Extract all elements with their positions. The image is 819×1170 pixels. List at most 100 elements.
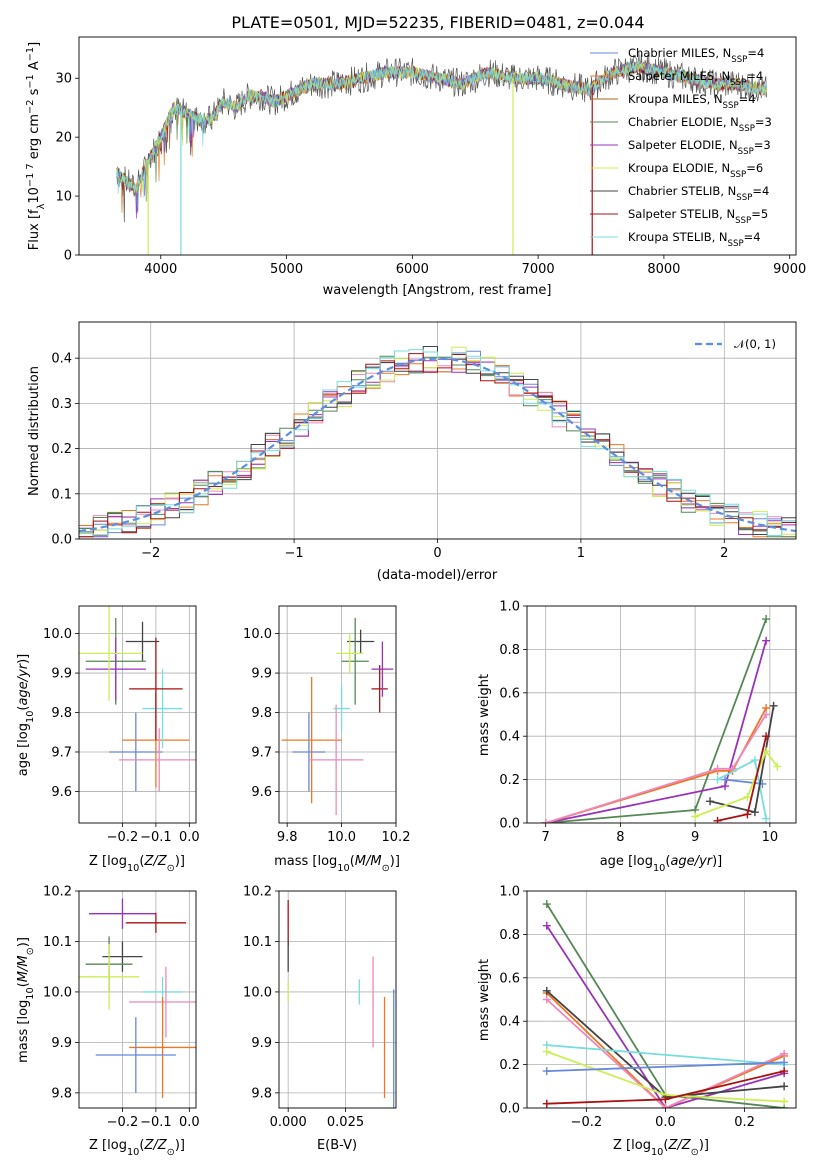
y-tick-label: 9.6: [251, 785, 272, 800]
plot-area: [79, 322, 796, 539]
weight-marker: [750, 808, 759, 817]
y-tick-label: 0.4: [51, 352, 72, 367]
legend-label: Chabrier ELODIE, NSSP=3: [628, 115, 772, 134]
y-tick-label: 9.9: [51, 667, 72, 682]
plot-area: [527, 891, 796, 1108]
y-axis-label: mass weight: [477, 674, 492, 756]
weight-marker: [542, 995, 551, 1004]
y-axis-label: Normed distribution: [27, 366, 42, 496]
histogram-step: [79, 349, 796, 537]
weight-line: [546, 925, 785, 1108]
y-tick-label: 0.0: [499, 817, 520, 832]
y-tick-label: 0: [64, 249, 72, 264]
x-axis-label: Z [log10(Z/Z⊙)]: [613, 1138, 709, 1158]
y-tick-label: 10.1: [243, 935, 272, 950]
x-tick-label: 0.2: [734, 1115, 755, 1130]
weight-marker: [542, 900, 551, 909]
weight-marker: [780, 1067, 789, 1076]
x-axis-label: Z [log10(Z/Z⊙)]: [89, 854, 185, 874]
x-tick-label: 10: [762, 830, 779, 845]
weight-marker: [713, 764, 722, 773]
weight-marker: [542, 986, 551, 995]
axes-frame: [526, 890, 797, 1109]
y-tick-label: 0.0: [51, 533, 72, 548]
x-tick-label: 2: [720, 546, 728, 561]
axes-frame: [78, 36, 797, 256]
y-axis-label: Flux [fλ10−1 7 erg cm−2 s−1 A−1]: [25, 42, 47, 250]
weight-marker: [780, 1058, 789, 1067]
legend-label: Kroupa MILES, NSSP=4: [628, 92, 756, 111]
y-tick-label: 20: [55, 131, 72, 146]
weight-line: [545, 714, 767, 823]
y-tick-label: 0.2: [499, 773, 520, 788]
y-tick-label: 10.2: [43, 885, 72, 900]
plot-area: [79, 891, 196, 1108]
weight-line: [546, 998, 785, 1108]
weight-marker: [542, 1067, 551, 1076]
y-tick-label: 9.8: [51, 1086, 72, 1101]
x-tick-label: 5000: [270, 262, 303, 277]
x-axis-label: mass [log10(M/M⊙)]: [274, 854, 400, 874]
y-tick-label: 30: [55, 72, 72, 87]
plot-area: [116, 52, 767, 255]
legend-label: Kroupa ELODIE, NSSP=6: [628, 161, 763, 180]
weight-line: [545, 640, 767, 823]
x-axis-label: age [log10(age/yr)]: [600, 854, 723, 874]
weight-marker: [541, 819, 550, 823]
y-tick-label: 0.1: [51, 487, 72, 502]
plot-area: [279, 891, 396, 1108]
x-axis-label: E(B-V): [317, 1138, 357, 1153]
weight-line: [546, 992, 785, 1108]
weight-marker: [780, 1097, 789, 1106]
y-tick-label: 0.6: [499, 686, 520, 701]
y-axis-label: mass [log10(M/M⊙)]: [16, 937, 36, 1063]
spectrum-line-kroupa-stelib: [116, 59, 767, 198]
x-tick-label: −2: [141, 546, 160, 561]
weight-line: [546, 1061, 785, 1072]
x-tick-label: 8: [616, 830, 624, 845]
x-tick-label: −0.2: [571, 1115, 603, 1130]
y-tick-label: 9.6: [51, 785, 72, 800]
weight-marker: [713, 775, 722, 784]
x-tick-label: 9: [691, 830, 699, 845]
x-tick-label: 0.0: [179, 830, 200, 845]
x-tick-label: −0.1: [140, 830, 172, 845]
weight-marker: [762, 747, 771, 756]
weight-marker: [542, 1099, 551, 1108]
x-tick-label: 4000: [144, 262, 177, 277]
x-tick-label: 7000: [522, 262, 555, 277]
y-tick-label: 10.0: [243, 985, 272, 1000]
y-tick-label: 0.0: [499, 1102, 520, 1117]
x-tick-label: −0.1: [140, 1115, 172, 1130]
weight-marker: [691, 812, 700, 821]
weight-marker: [762, 814, 771, 823]
legend-label: Chabrier STELIB, NSSP=4: [628, 184, 769, 203]
weight-marker: [762, 732, 771, 741]
weight-marker: [773, 762, 782, 771]
z-age-axes: −0.2 −0.1 0.0 9.6 9.7 9.8 9.9 10.0 Z [log10(Z/Z⊙…: [16, 605, 200, 874]
histogram-step: [79, 353, 796, 538]
x-tick-label: −0.2: [107, 1115, 139, 1130]
axes-frame: [526, 605, 797, 824]
y-tick-label: 0.4: [499, 730, 520, 745]
y-tick-label: 0.8: [499, 643, 520, 658]
weight-marker: [743, 810, 752, 819]
x-axis-label: (data-model)/error: [377, 568, 498, 583]
x-tick-label: 8000: [647, 262, 680, 277]
weight-marker: [661, 1095, 670, 1104]
axes-frame: [278, 890, 397, 1109]
ebv-mass-axes: 0.000 0.025 9.8 9.9 10.0 10.1 10.2 E(B-V): [243, 885, 397, 1153]
y-tick-label: 1.0: [499, 885, 520, 900]
spectrum-axes: 4000 5000 6000 7000 8000 9000 0 10 20 30 PLATE=050…: [25, 13, 807, 298]
y-tick-label: 9.8: [251, 1086, 272, 1101]
x-axis-label: Z [log10(Z/Z⊙)]: [89, 1138, 185, 1158]
weight-marker: [743, 792, 752, 801]
x-tick-label: 0: [433, 546, 441, 561]
weight-line: [546, 1044, 785, 1066]
weight-marker: [713, 816, 722, 823]
x-tick-label: 0.000: [270, 1115, 307, 1130]
x-tick-label: 7: [542, 830, 550, 845]
histogram-step: [79, 346, 796, 535]
weight-marker: [780, 1082, 789, 1091]
